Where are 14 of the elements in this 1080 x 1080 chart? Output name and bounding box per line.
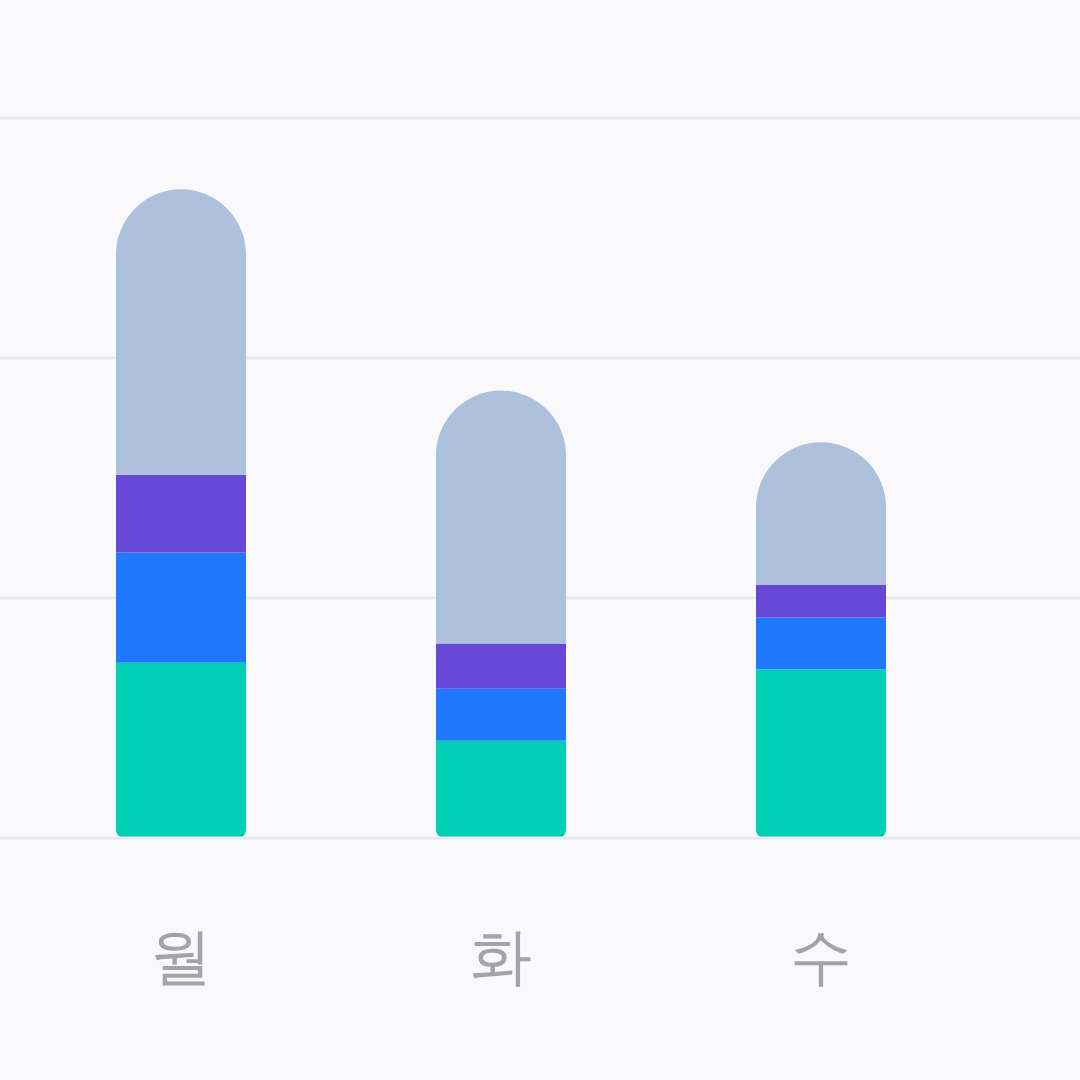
bar [116, 662, 246, 838]
x-tick-label: 화 [470, 919, 532, 993]
bar [436, 390, 566, 644]
bar [116, 189, 246, 475]
x-tick-label: 월 [150, 919, 212, 993]
bar [436, 688, 566, 741]
bar [756, 669, 886, 838]
bar [756, 585, 886, 618]
x-tick-label: 수 [790, 919, 852, 993]
bar [436, 643, 566, 689]
bar [116, 474, 246, 553]
bar [116, 552, 246, 663]
bar [436, 740, 566, 838]
bar [756, 617, 886, 670]
